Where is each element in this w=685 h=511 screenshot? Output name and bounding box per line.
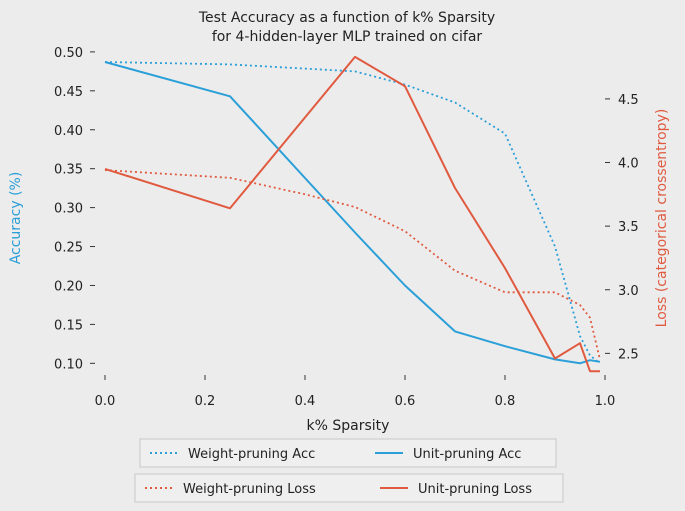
- series-line-unit-pruning-loss: [104, 55, 600, 373]
- y-left-tick-label: 0.40: [54, 124, 83, 139]
- series-line-unit-pruning-acc: [104, 61, 601, 365]
- series-lines: [104, 55, 601, 373]
- x-axis-label: k% Sparsity: [307, 418, 390, 434]
- y-right-tick-label: 4.5: [618, 93, 639, 108]
- y-left-tick-label: 0.25: [54, 241, 83, 256]
- x-tick-label: 0.2: [195, 394, 216, 409]
- legend-box-loss: [134, 473, 564, 503]
- y-left-tick-label: 0.15: [54, 318, 83, 333]
- y-left-tick-label: 0.45: [54, 85, 83, 100]
- y-left-tick-label: 0.50: [54, 46, 83, 61]
- series-line-weight-pruning-loss: [104, 169, 601, 360]
- x-tick-label: 0.0: [95, 394, 116, 409]
- y-left-axis-label: Accuracy (%): [8, 172, 24, 265]
- x-tick-label: 0.4: [295, 394, 316, 409]
- y-left-tick-label: 0.30: [54, 202, 83, 217]
- series-line-weight-pruning-acc: [104, 61, 601, 365]
- legend-label: Unit-pruning Acc: [413, 447, 521, 462]
- y-left-tick-label: 0.35: [54, 163, 83, 178]
- x-tick-label: 0.6: [395, 394, 416, 409]
- legend-box-acc: [139, 438, 557, 468]
- y-right-tick-label: 3.5: [618, 220, 639, 235]
- legend-label: Weight-pruning Loss: [183, 482, 316, 497]
- y-right-tick-label: 3.0: [618, 284, 639, 299]
- chart-subtitle: for 4-hidden-layer MLP trained on cifar: [212, 29, 483, 45]
- y-right-tick-label: 4.0: [618, 157, 639, 172]
- y-right-tick-label: 2.5: [618, 347, 639, 362]
- y-left-tick-label: 0.20: [54, 279, 83, 294]
- chart-title: Test Accuracy as a function of k% Sparsi…: [198, 10, 495, 26]
- y-right-axis-label: Loss (categorical crossentropy): [654, 109, 670, 328]
- y-left-tick-label: 0.10: [54, 357, 83, 372]
- legend-label: Unit-pruning Loss: [418, 482, 532, 497]
- axis-ticks: 0.0 0.2 0.4 0.6 0.8 1.0 0.10 0.15 0.20 0.25 0.30 0.…: [54, 46, 639, 409]
- legend-label: Weight-pruning Acc: [188, 447, 315, 462]
- x-tick-label: 0.8: [495, 394, 516, 409]
- legend: Weight-pruning Acc Unit-pruning Acc Weight…: [134, 438, 564, 503]
- x-tick-label: 1.0: [595, 394, 616, 409]
